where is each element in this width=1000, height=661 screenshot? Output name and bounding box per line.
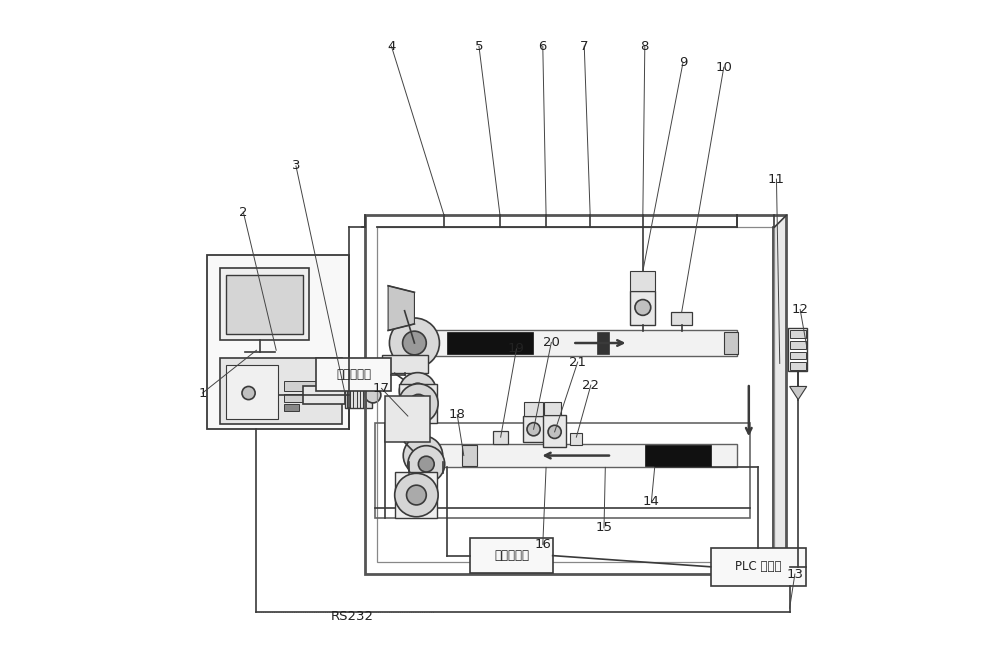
Bar — [382, 355, 428, 373]
Text: 14: 14 — [643, 495, 660, 508]
Bar — [462, 445, 477, 466]
Text: 21: 21 — [569, 356, 586, 369]
Circle shape — [418, 456, 434, 472]
Text: 8: 8 — [641, 40, 649, 53]
Bar — [414, 330, 737, 356]
Text: PLC 控制器: PLC 控制器 — [735, 561, 782, 573]
Text: 16: 16 — [534, 538, 551, 551]
Text: RS232: RS232 — [330, 610, 373, 623]
Circle shape — [414, 447, 432, 464]
Circle shape — [410, 383, 426, 399]
Bar — [226, 365, 278, 418]
Bar — [630, 291, 655, 325]
Circle shape — [365, 387, 381, 403]
Bar — [365, 215, 786, 574]
Polygon shape — [790, 387, 807, 400]
Bar — [524, 402, 543, 416]
Circle shape — [389, 318, 439, 368]
Bar — [544, 403, 561, 415]
Bar — [345, 383, 372, 408]
Text: 5: 5 — [475, 40, 483, 53]
Bar — [316, 358, 391, 391]
Text: 22: 22 — [582, 379, 599, 391]
Bar — [284, 405, 299, 410]
Text: 7: 7 — [580, 40, 589, 53]
Circle shape — [242, 387, 255, 400]
Polygon shape — [774, 215, 786, 574]
Bar — [790, 341, 806, 349]
Text: 15: 15 — [595, 522, 612, 535]
Text: 19: 19 — [508, 342, 525, 356]
Text: 6: 6 — [539, 40, 547, 53]
Bar — [284, 394, 327, 402]
Text: 12: 12 — [792, 303, 809, 316]
Text: 13: 13 — [786, 568, 803, 580]
Polygon shape — [388, 286, 414, 330]
Text: 9: 9 — [679, 56, 687, 69]
Bar — [493, 430, 508, 444]
Circle shape — [408, 446, 445, 483]
Circle shape — [403, 436, 443, 475]
Bar — [790, 352, 806, 360]
Text: 17: 17 — [373, 382, 390, 395]
Text: 20: 20 — [543, 336, 560, 349]
Bar — [375, 422, 750, 518]
Text: 18: 18 — [449, 408, 466, 421]
Circle shape — [527, 422, 540, 436]
Bar — [790, 330, 806, 338]
Circle shape — [399, 384, 438, 423]
Text: 3: 3 — [292, 159, 300, 173]
Text: 11: 11 — [768, 173, 785, 186]
Text: 10: 10 — [715, 61, 732, 74]
Circle shape — [395, 473, 438, 517]
Bar — [470, 539, 553, 572]
Bar — [671, 312, 692, 325]
Bar — [207, 254, 349, 429]
Bar — [220, 268, 309, 340]
Text: 2: 2 — [239, 206, 248, 219]
Bar — [284, 381, 327, 391]
Bar — [226, 274, 303, 334]
Bar — [630, 271, 655, 291]
Circle shape — [635, 299, 651, 315]
Text: 4: 4 — [387, 40, 396, 53]
Circle shape — [399, 373, 436, 409]
Bar — [447, 332, 533, 354]
Circle shape — [548, 425, 561, 438]
Text: 第二调速器: 第二调速器 — [494, 549, 529, 562]
Bar — [395, 472, 437, 518]
Text: 1: 1 — [198, 387, 207, 399]
Bar — [385, 397, 430, 442]
Bar — [570, 433, 582, 445]
Bar — [220, 358, 342, 424]
Bar — [711, 548, 806, 586]
Bar — [411, 444, 737, 467]
Bar — [790, 362, 806, 370]
Bar — [399, 385, 437, 422]
Bar — [724, 332, 738, 354]
Bar — [377, 227, 774, 563]
Bar — [645, 445, 711, 466]
Bar — [523, 416, 544, 442]
Circle shape — [403, 331, 426, 355]
Bar — [543, 415, 566, 447]
Text: 第一调速器: 第一调速器 — [336, 368, 371, 381]
Circle shape — [409, 395, 428, 412]
Bar — [597, 332, 609, 354]
Circle shape — [407, 485, 426, 505]
Bar — [303, 386, 345, 405]
